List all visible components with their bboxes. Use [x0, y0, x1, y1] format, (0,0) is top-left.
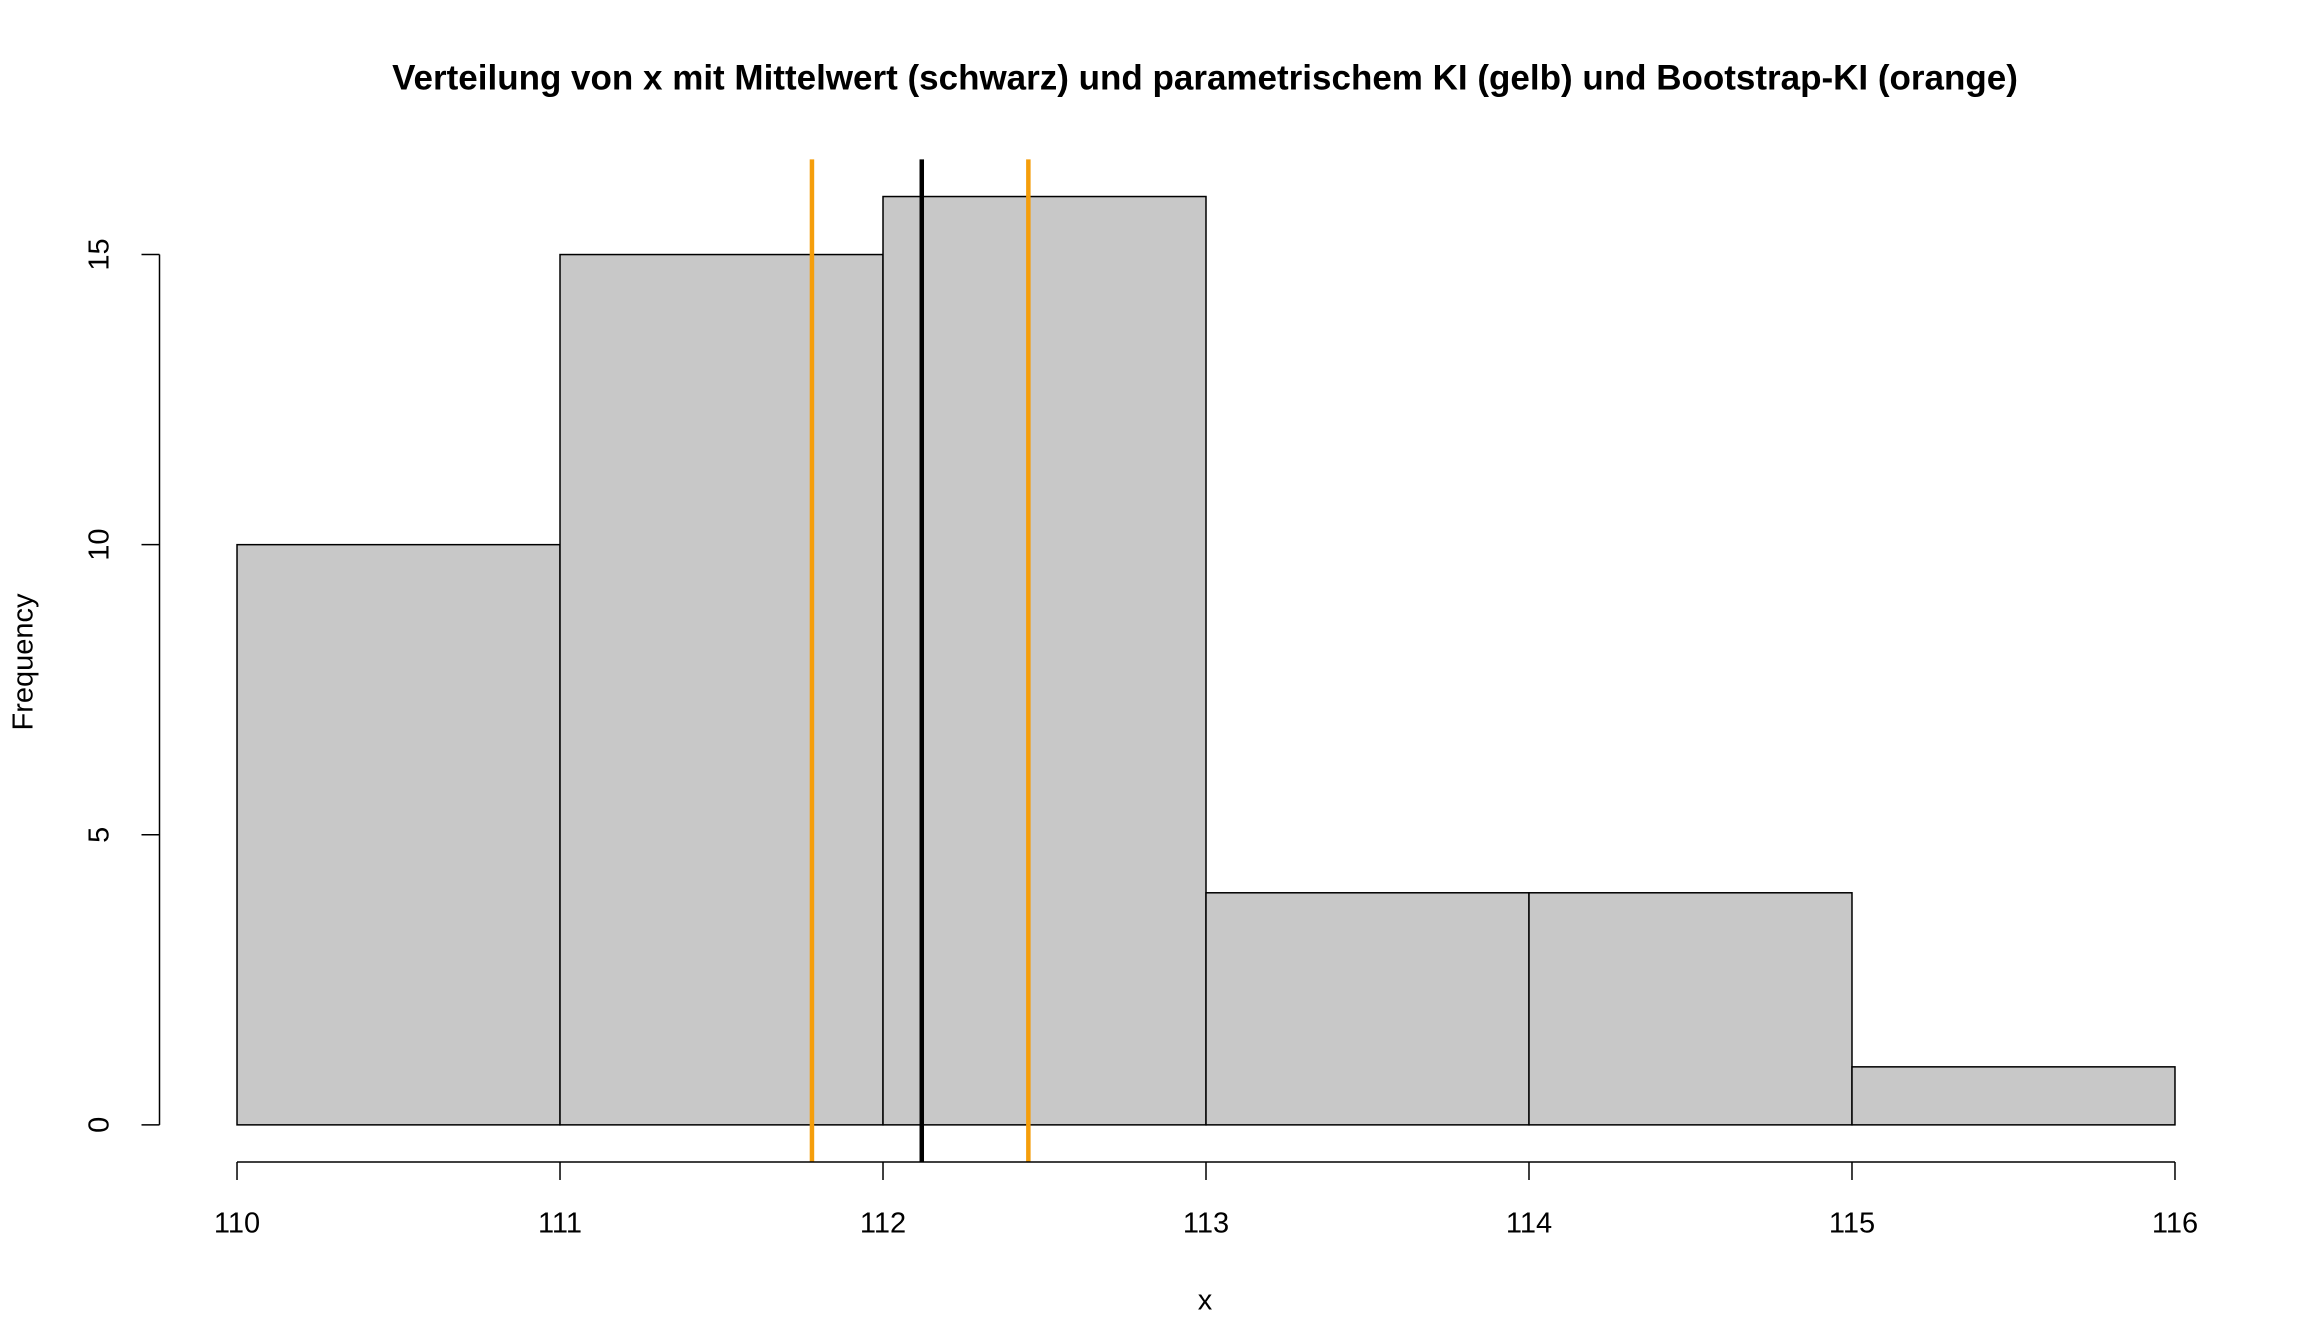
y-tick-label: 0	[84, 1117, 116, 1133]
x-tick-label: 116	[2152, 1208, 2198, 1240]
histogram-bar	[1205, 892, 1530, 1126]
histogram-bar	[882, 195, 1207, 1126]
x-tick-label: 111	[538, 1208, 582, 1240]
y-axis-label: Frequency	[8, 593, 40, 731]
y-tick-label: 5	[84, 827, 116, 843]
histogram-bar	[236, 543, 561, 1126]
x-tick-label: 112	[860, 1208, 906, 1240]
x-tick-label: 115	[1829, 1208, 1875, 1240]
x-tick-label: 110	[214, 1208, 260, 1240]
x-tick-label: 114	[1506, 1208, 1552, 1240]
histogram-bar	[1851, 1066, 2176, 1126]
y-tick-label: 15	[84, 238, 116, 270]
y-tick-label: 10	[84, 529, 116, 561]
chart-title: Verteilung von x mit Mittelwert (schwarz…	[392, 58, 2018, 97]
x-tick-label: 113	[1183, 1208, 1229, 1240]
histogram-bar	[559, 253, 884, 1126]
x-axis-label: x	[1198, 1285, 1213, 1317]
histogram-bar	[1528, 892, 1853, 1126]
